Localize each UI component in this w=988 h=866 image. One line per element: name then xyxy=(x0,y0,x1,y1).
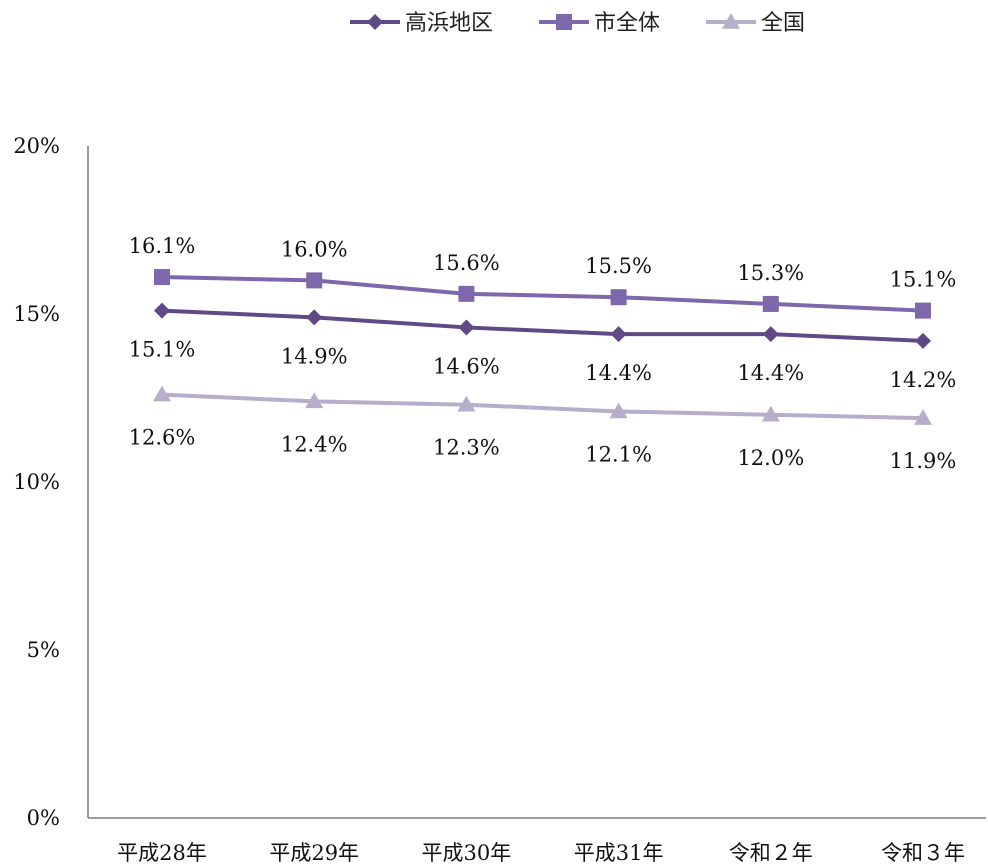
y-tick-label: 15% xyxy=(13,302,60,326)
legend-label: 全国 xyxy=(761,11,805,36)
x-tick-label: 平成31年 xyxy=(574,841,664,865)
legend-marker xyxy=(367,14,383,30)
data-label: 14.4% xyxy=(737,361,804,385)
x-tick-label: 令和２年 xyxy=(729,841,813,865)
data-label: 14.9% xyxy=(281,344,348,368)
y-tick-label: 10% xyxy=(13,470,60,494)
legend-marker xyxy=(556,14,572,30)
data-point xyxy=(915,302,931,319)
data-label: 12.6% xyxy=(129,426,196,450)
y-tick-labels: 0% 5% 10% 15% 20% xyxy=(13,134,60,830)
x-tick-label: 平成30年 xyxy=(422,841,512,865)
data-point xyxy=(306,309,323,326)
x-tick-label: 令和３年 xyxy=(881,841,965,865)
chart-axes xyxy=(87,146,986,819)
data-label: 14.6% xyxy=(433,354,500,378)
data-point xyxy=(154,269,170,286)
y-tick-label: 20% xyxy=(13,134,60,158)
data-label: 12.0% xyxy=(737,446,804,470)
x-tick-label: 平成29年 xyxy=(269,841,359,865)
data-label: 15.1% xyxy=(129,338,196,362)
data-point xyxy=(154,302,170,319)
x-tick-labels: 平成28年 平成29年 平成30年 平成31年 令和２年 令和３年 xyxy=(117,841,965,865)
chart-series xyxy=(153,269,932,425)
data-point xyxy=(914,409,932,425)
data-point xyxy=(306,272,323,289)
y-tick-label: 0% xyxy=(27,806,60,830)
x-tick-label: 平成28年 xyxy=(117,841,207,865)
series-line-1 xyxy=(161,275,924,313)
data-label: 16.1% xyxy=(129,234,196,258)
data-point xyxy=(457,395,476,412)
data-label: 14.2% xyxy=(890,368,957,392)
legend-marker xyxy=(722,13,740,29)
data-label: 11.9% xyxy=(890,449,957,473)
data-label: 15.5% xyxy=(585,254,652,278)
data-label: 12.1% xyxy=(585,442,652,466)
data-point xyxy=(153,385,171,402)
data-point xyxy=(609,402,628,419)
data-point xyxy=(458,319,475,336)
chart-legend: 高浜地区 市全体 全国 xyxy=(350,11,805,36)
data-point xyxy=(762,295,779,312)
data-point xyxy=(915,332,931,349)
legend-label: 高浜地区 xyxy=(405,11,493,36)
data-label: 15.1% xyxy=(890,268,957,292)
data-label: 15.3% xyxy=(737,261,804,285)
data-point xyxy=(610,326,627,343)
data-label: 14.4% xyxy=(585,361,652,385)
data-label: 15.6% xyxy=(433,251,500,275)
data-point xyxy=(761,405,780,422)
legend-label: 市全体 xyxy=(594,11,660,36)
y-tick-label: 5% xyxy=(27,638,60,662)
series-line-2 xyxy=(161,392,924,421)
data-label: 12.4% xyxy=(281,432,348,456)
series-line-0 xyxy=(161,308,924,343)
data-point xyxy=(458,285,475,302)
data-point xyxy=(305,392,324,409)
data-point xyxy=(762,326,779,343)
data-point xyxy=(610,289,627,306)
data-label: 12.3% xyxy=(433,436,500,460)
data-labels: 15.1% 14.9% 14.6% 14.4% 14.4% 14.2% 16.1% 16.0%… xyxy=(129,234,957,473)
data-label: 16.0% xyxy=(281,237,348,261)
